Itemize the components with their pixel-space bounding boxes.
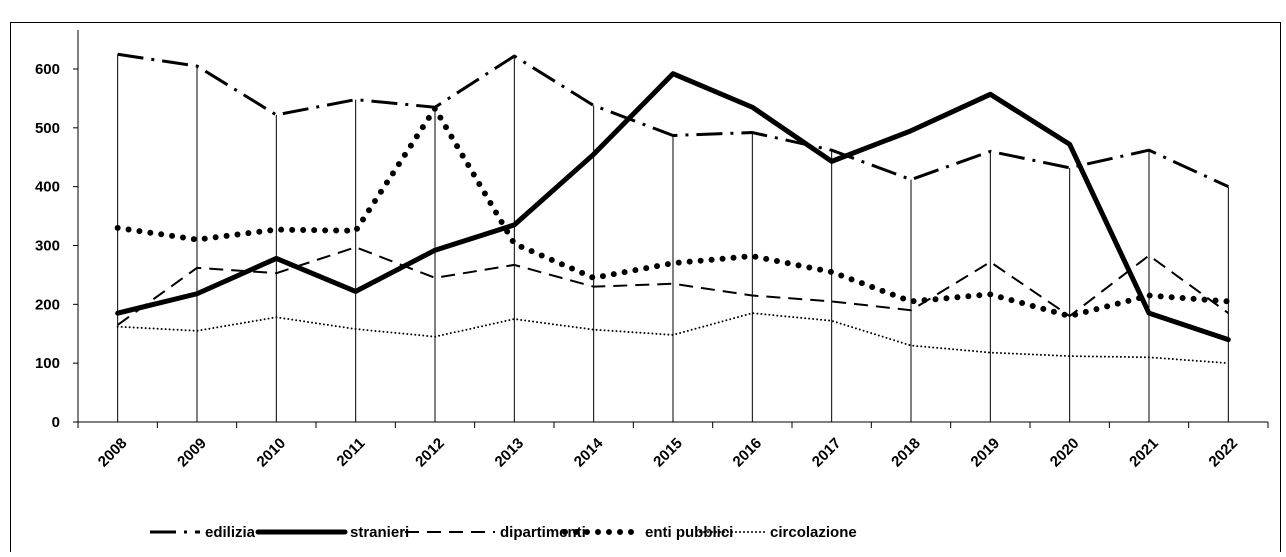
y-tick-label: 400 [35,179,60,196]
series-line [114,105,1232,320]
y-tick-label: 500 [35,120,60,137]
chart-border [10,22,1281,557]
legend-label: stranieri [350,524,409,541]
y-tick-label: 200 [35,296,60,313]
y-tick-label: 0 [52,414,60,431]
y-tick-label: 100 [35,355,60,372]
series-line [115,71,1231,343]
legend-label: circolazione [770,524,857,541]
series-line [117,52,1229,189]
legend-label: edilizia [205,524,256,541]
y-tick-label: 600 [35,61,60,78]
y-tick-label: 300 [35,238,60,255]
legend-label: dipartimenti [500,524,586,541]
series-line [117,246,1229,326]
series-line [116,312,1230,365]
legend-label: enti pubblici [645,524,733,541]
